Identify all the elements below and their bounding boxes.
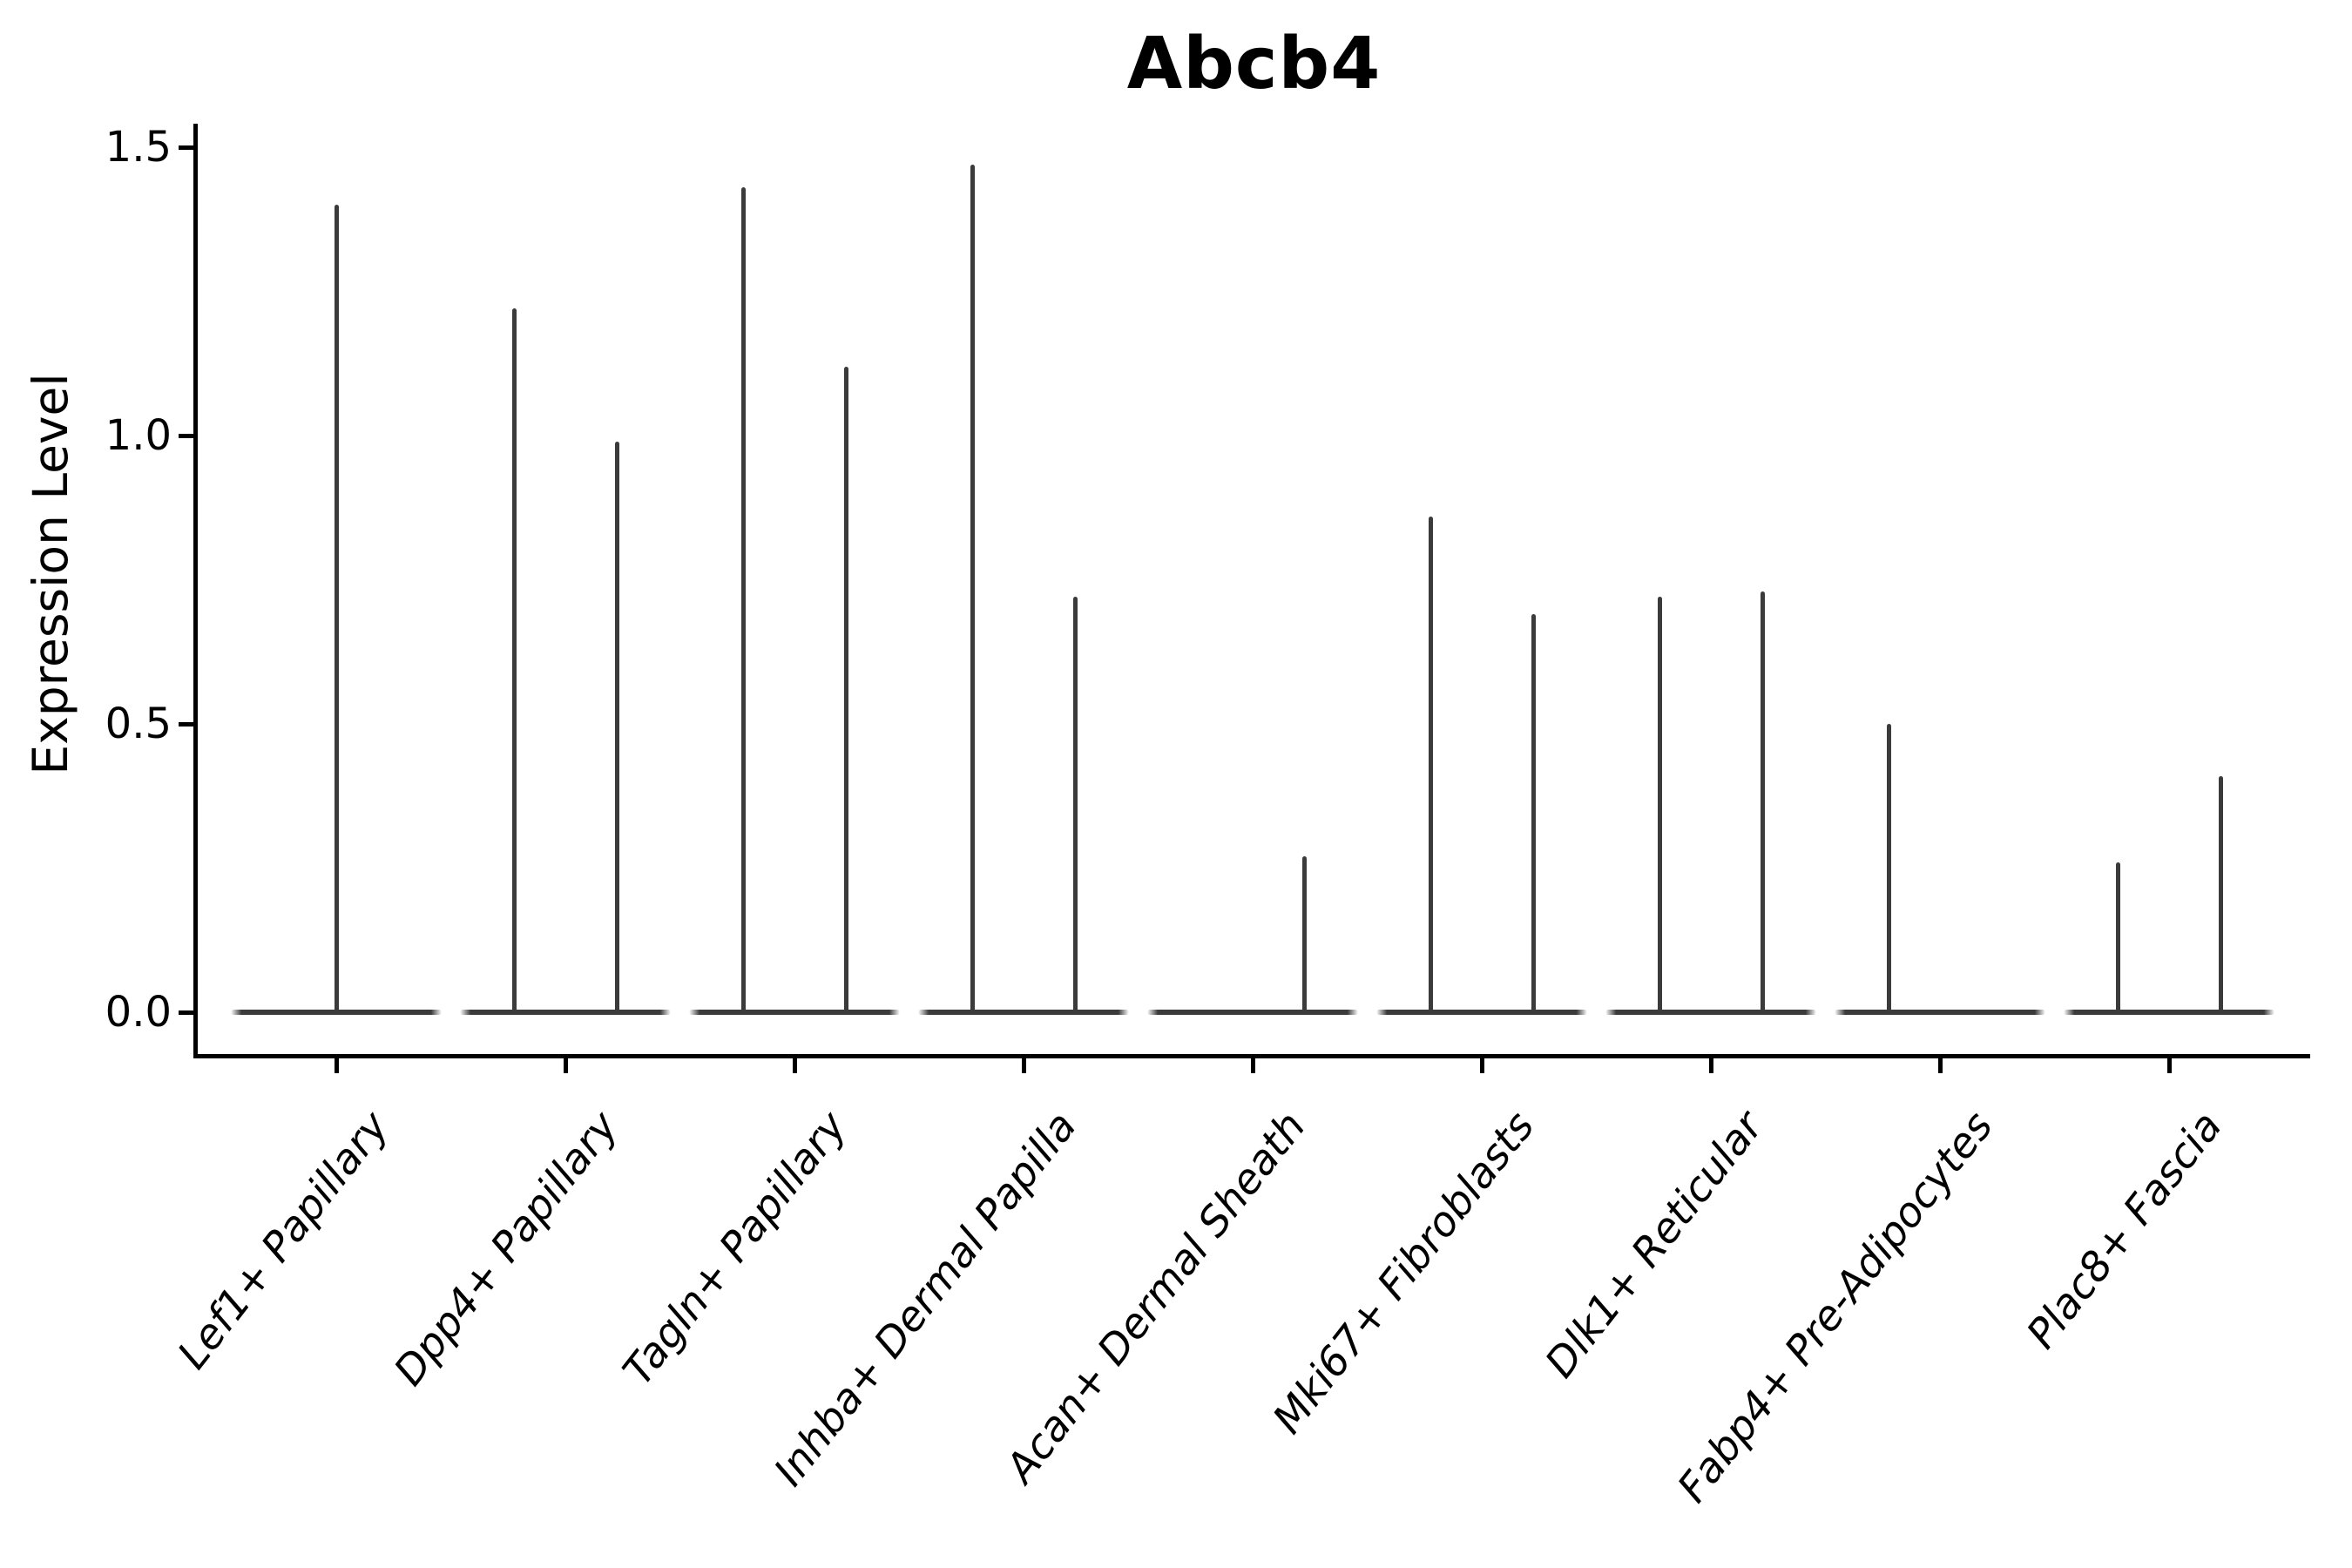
x-tick [1709, 1058, 1713, 1073]
violin-spike [615, 441, 619, 1014]
x-tick-label: Tagln+ Papillary [614, 1103, 857, 1395]
violin-spike [1658, 597, 1662, 1014]
x-tick [1480, 1058, 1484, 1073]
x-tick-label: Lef1+ Papillary [168, 1103, 399, 1378]
violin-baseline [1605, 1010, 1816, 1015]
violin-spike [512, 308, 517, 1014]
plot-title: Abcb4 [1126, 23, 1382, 105]
violin-spike [970, 164, 975, 1014]
violin-spike [741, 187, 746, 1014]
violin-baseline [689, 1010, 900, 1015]
x-tick [1251, 1058, 1255, 1073]
violin-baseline [2064, 1010, 2274, 1015]
violin-spike [2219, 775, 2223, 1014]
violin-spike [1073, 597, 1078, 1014]
y-tick-label: 0.0 [105, 988, 172, 1037]
x-tick [1938, 1058, 1943, 1073]
x-tick-label: Dpp4+ Papillary [384, 1103, 628, 1396]
x-tick [1022, 1058, 1026, 1073]
y-tick [179, 1010, 193, 1015]
violin-baseline [1147, 1010, 1358, 1015]
y-tick [179, 722, 193, 727]
violin-baseline [1835, 1010, 2045, 1015]
violin-spike [335, 205, 339, 1014]
violin-baseline [1376, 1010, 1587, 1015]
x-tick [335, 1058, 339, 1073]
violin-spike [2116, 862, 2120, 1014]
y-tick [179, 145, 193, 150]
y-tick-label: 1.0 [105, 411, 172, 460]
x-tick-label: Plac8+ Fascia [2017, 1103, 2232, 1358]
x-tick [564, 1058, 568, 1073]
x-tick [793, 1058, 797, 1073]
x-tick-label: Mki67+ Fibroblasts [1263, 1103, 1544, 1443]
y-tick [179, 434, 193, 438]
y-axis-label: Expression Level [23, 373, 78, 775]
violin-baseline [918, 1010, 1129, 1015]
violin-spike [1302, 856, 1307, 1014]
violin-spike [844, 366, 848, 1014]
x-tick [2167, 1058, 2172, 1073]
violin-baseline [460, 1010, 671, 1015]
violin-spike [1887, 724, 1891, 1014]
violin-spike [1531, 614, 1536, 1014]
violin-spike [1429, 516, 1433, 1014]
y-axis-line [193, 124, 198, 1058]
violin-spike [1761, 591, 1765, 1014]
x-axis-line [193, 1054, 2310, 1058]
y-tick-label: 0.5 [105, 700, 172, 748]
y-tick-label: 1.5 [105, 123, 172, 172]
x-tick-label: Dlk1+ Reticular [1536, 1103, 1774, 1387]
